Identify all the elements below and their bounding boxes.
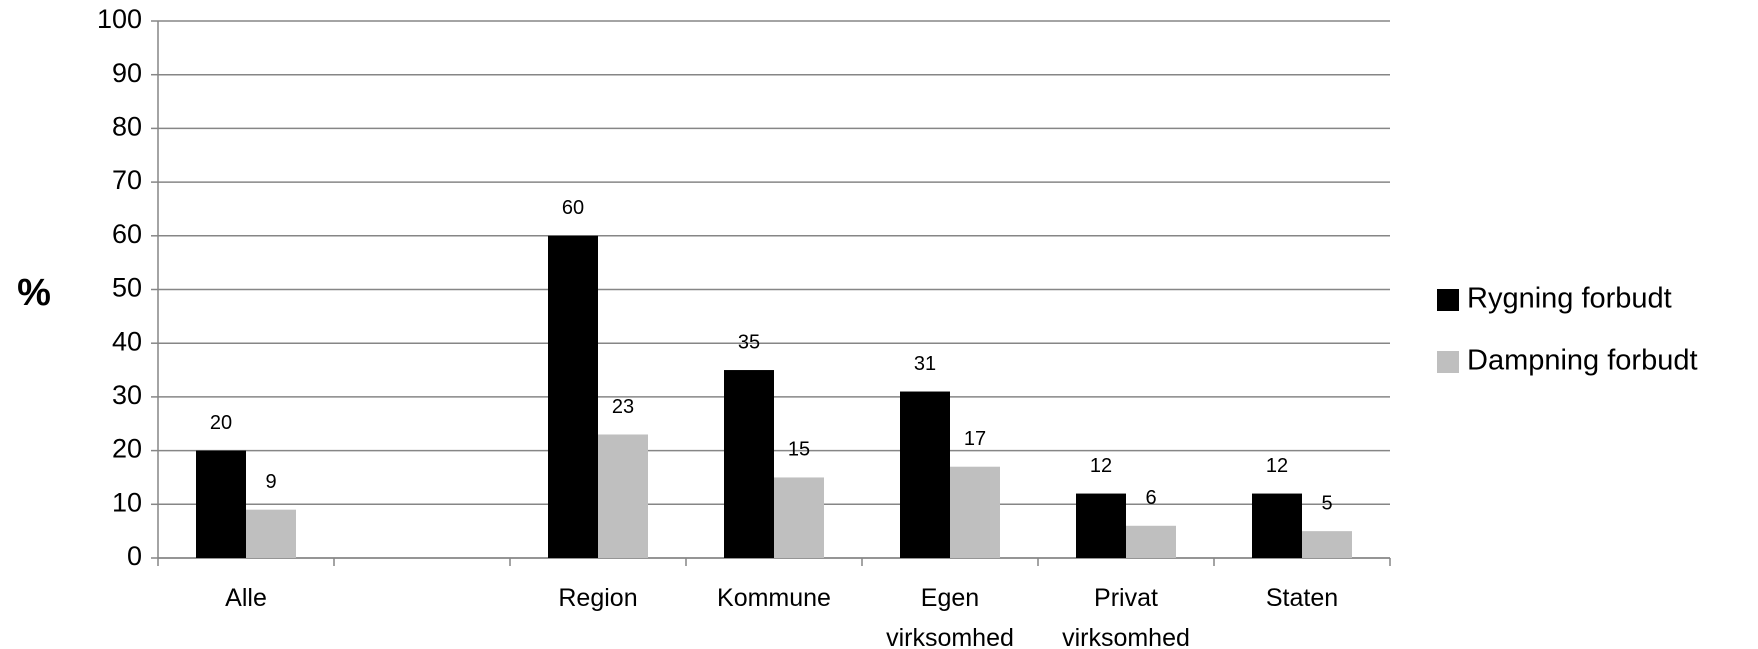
y-tick-label: 10	[112, 487, 142, 517]
bar	[900, 391, 950, 558]
y-tick-label: 0	[127, 541, 142, 571]
y-tick-label: 100	[97, 4, 142, 34]
bar	[548, 235, 598, 559]
legend-swatch	[1437, 351, 1459, 373]
data-label: 60	[562, 197, 584, 219]
bar	[724, 370, 774, 558]
y-axis-label: %	[17, 272, 51, 314]
bar	[950, 466, 1000, 558]
legend-swatch	[1437, 289, 1459, 311]
bar	[246, 509, 296, 558]
y-tick-label: 60	[112, 219, 142, 249]
y-tick-label: 80	[112, 112, 142, 142]
data-label: 6	[1145, 487, 1156, 509]
data-label: 20	[210, 412, 232, 434]
legend-label: Dampning forbudt	[1467, 345, 1698, 377]
x-tick-label: Kommune	[717, 584, 831, 612]
bar	[774, 477, 824, 558]
data-label: 31	[914, 353, 936, 375]
y-tick-label: 50	[112, 273, 142, 303]
data-label: 23	[612, 396, 634, 418]
x-tick-label: Region	[558, 584, 638, 612]
bar	[1076, 493, 1126, 558]
y-tick-label: 20	[112, 434, 142, 464]
data-label: 17	[964, 428, 986, 450]
bar	[1252, 493, 1302, 558]
bar	[1302, 531, 1352, 558]
y-tick-label: 40	[112, 326, 142, 356]
data-label: 12	[1266, 455, 1288, 477]
x-tick-label: Privat virksomhed	[1062, 584, 1190, 649]
data-label: 35	[738, 331, 760, 353]
bar	[598, 434, 648, 558]
data-label: 5	[1321, 492, 1332, 514]
x-tick-label: Egen virksomhed	[886, 584, 1014, 649]
y-tick-label: 70	[112, 165, 142, 195]
legend-label: Rygning forbudt	[1467, 283, 1672, 315]
x-tick-label: Staten	[1265, 584, 1339, 612]
bar	[1126, 525, 1176, 558]
bar	[196, 450, 246, 558]
x-tick-label: Alle	[225, 584, 267, 612]
y-tick-label: 90	[112, 58, 142, 88]
data-label: 15	[788, 439, 810, 461]
data-label: 9	[265, 471, 276, 493]
y-tick-label: 30	[112, 380, 142, 410]
data-label: 12	[1090, 455, 1112, 477]
